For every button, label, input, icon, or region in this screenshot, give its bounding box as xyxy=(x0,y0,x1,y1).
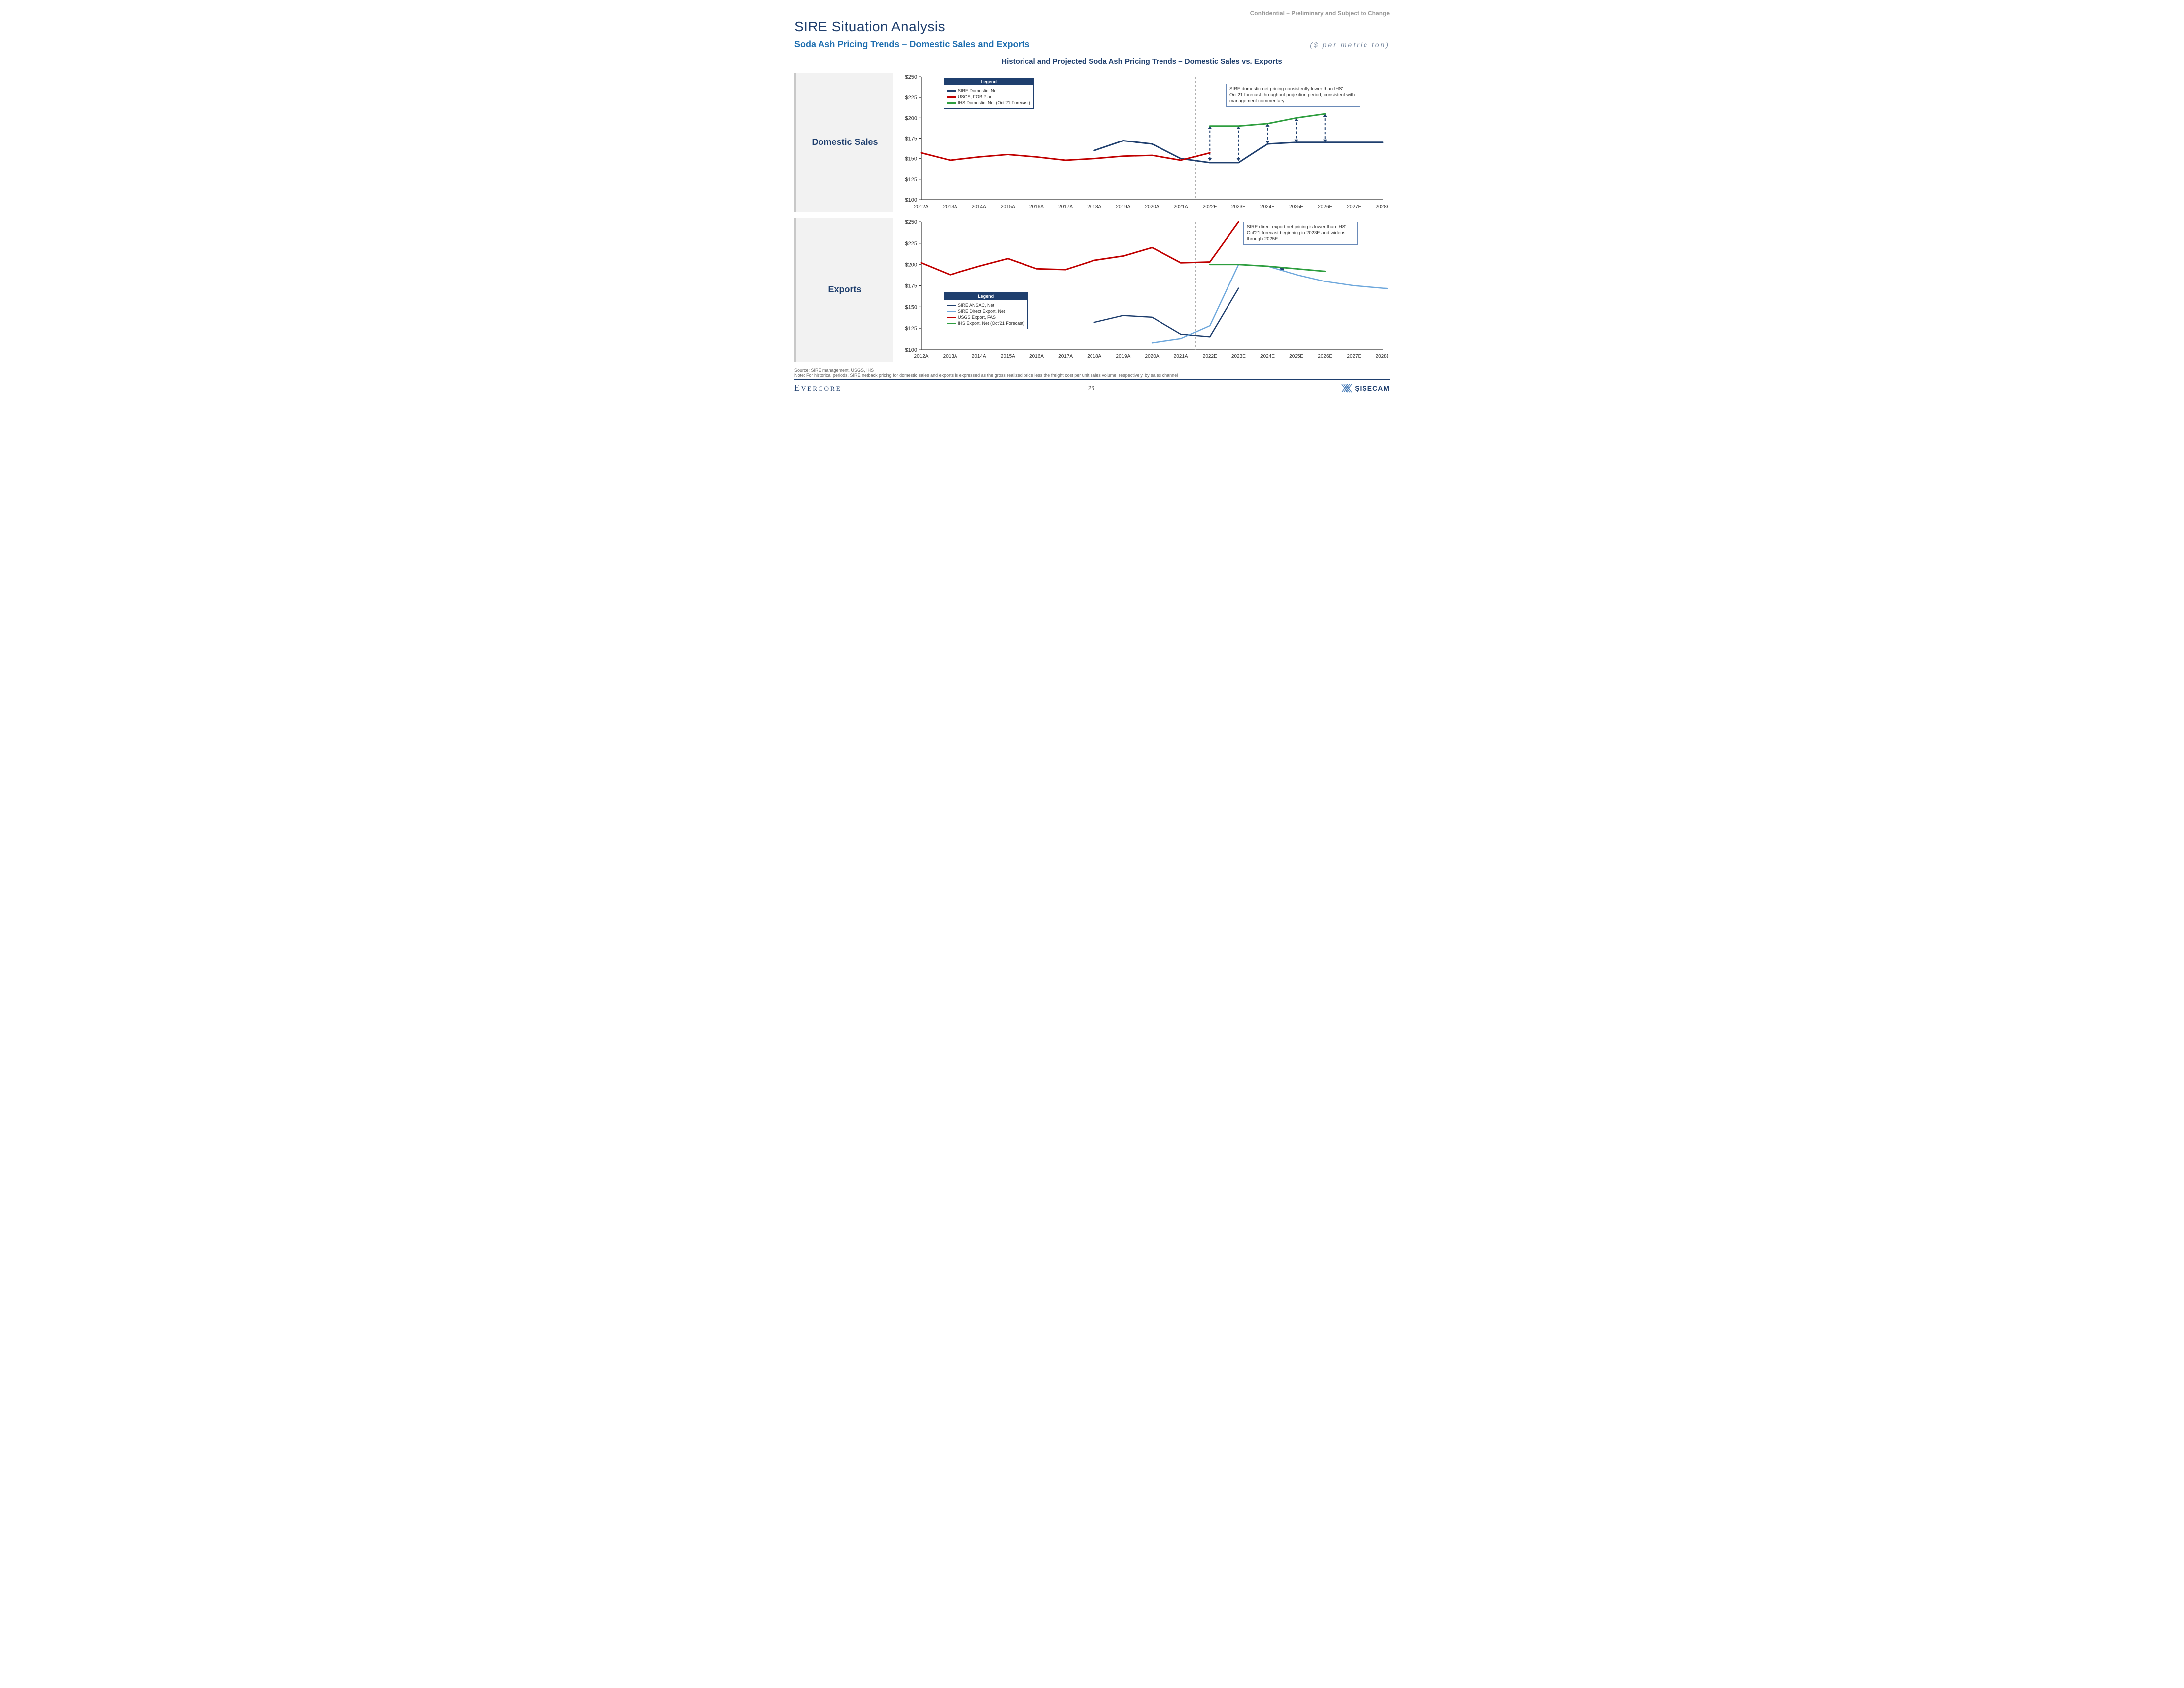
legend-swatch xyxy=(947,90,956,92)
sisecam-icon xyxy=(1341,383,1353,393)
legend-item: SIRE Domestic, Net xyxy=(947,88,1030,93)
svg-text:2023E: 2023E xyxy=(1231,354,1246,359)
svg-text:$225: $225 xyxy=(905,95,917,101)
svg-text:2020A: 2020A xyxy=(1145,204,1160,210)
footer-notes: Source: SIRE management, USGS, IHS Note:… xyxy=(794,368,1390,380)
legend-item: SIRE ANSAC, Net xyxy=(947,303,1024,308)
domestic-label: Domestic Sales xyxy=(812,137,878,148)
svg-text:$100: $100 xyxy=(905,197,917,203)
exports-callout: SIRE direct export net pricing is lower … xyxy=(1243,222,1358,245)
svg-text:2021A: 2021A xyxy=(1174,354,1188,359)
unit-label: ($ per metric ton) xyxy=(1310,41,1390,49)
svg-text:2014A: 2014A xyxy=(972,204,986,210)
svg-text:2028E: 2028E xyxy=(1376,204,1388,210)
legend-item: SIRE Direct Export, Net xyxy=(947,309,1024,314)
svg-text:2017A: 2017A xyxy=(1058,354,1073,359)
svg-text:$125: $125 xyxy=(905,326,917,332)
svg-text:2014A: 2014A xyxy=(972,354,986,359)
legend-label: IHS Domestic, Net (Oct'21 Forecast) xyxy=(958,100,1030,105)
sisecam-logo: ŞIŞECAM xyxy=(1341,383,1390,393)
exports-chart-area: $100 $125 $150 $175 $200 $225 $250 2012A 2013A 20… xyxy=(896,218,1390,362)
svg-text:2026E: 2026E xyxy=(1318,204,1332,210)
domestic-chart-row: Domestic Sales $100$125$150$175$200$225$… xyxy=(794,73,1390,212)
svg-text:2025E: 2025E xyxy=(1289,204,1303,210)
page-subtitle: Soda Ash Pricing Trends – Domestic Sales… xyxy=(794,39,1029,50)
svg-text:$225: $225 xyxy=(905,241,917,247)
source-line: Source: SIRE management, USGS, IHS xyxy=(794,368,1390,373)
svg-text:2019A: 2019A xyxy=(1116,204,1130,210)
legend-label: USGS, FOB Plant xyxy=(958,94,994,99)
legend-swatch xyxy=(947,96,956,98)
exports-chart-row: Exports $100 $125 $150 $175 $200 $225 $250 2012… xyxy=(794,218,1390,362)
legend-swatch xyxy=(947,317,956,318)
svg-text:$150: $150 xyxy=(905,156,917,162)
exports-legend: Legend SIRE ANSAC, NetSIRE Direct Export… xyxy=(944,292,1028,329)
domestic-label-panel: Domestic Sales xyxy=(794,73,893,212)
domestic-chart-area: $100 $125 $150 $175 $200 $225 $250 2012A 2013A 20… xyxy=(896,73,1390,212)
legend-label: SIRE Direct Export, Net xyxy=(958,309,1005,314)
svg-text:2027E: 2027E xyxy=(1347,204,1361,210)
page-title: SIRE Situation Analysis xyxy=(794,19,1390,36)
legend-swatch xyxy=(947,305,956,306)
svg-text:2026E: 2026E xyxy=(1318,354,1332,359)
legend-label: SIRE ANSAC, Net xyxy=(958,303,994,308)
legend-swatch xyxy=(947,311,956,312)
svg-text:$250: $250 xyxy=(905,219,917,225)
legend-label: IHS Export, Net (Oct'21 Forecast) xyxy=(958,321,1024,326)
svg-text:2015A: 2015A xyxy=(1001,354,1015,359)
svg-text:$175: $175 xyxy=(905,136,917,142)
domestic-legend-header: Legend xyxy=(944,78,1033,85)
chart-section-title: Historical and Projected Soda Ash Pricin… xyxy=(893,57,1390,68)
svg-text:$100: $100 xyxy=(905,347,917,353)
svg-text:2023E: 2023E xyxy=(1231,204,1246,210)
legend-swatch xyxy=(947,102,956,104)
evercore-logo: Evercore xyxy=(794,383,842,393)
svg-text:2012A: 2012A xyxy=(914,354,929,359)
svg-text:2015A: 2015A xyxy=(1001,204,1015,210)
legend-label: SIRE Domestic, Net xyxy=(958,88,998,93)
svg-text:2020A: 2020A xyxy=(1145,354,1160,359)
sisecam-text: ŞIŞECAM xyxy=(1355,384,1390,392)
domestic-legend: Legend SIRE Domestic, NetUSGS, FOB Plant… xyxy=(944,78,1034,109)
svg-text:$175: $175 xyxy=(905,283,917,289)
svg-text:2024E: 2024E xyxy=(1260,354,1275,359)
legend-item: IHS Domestic, Net (Oct'21 Forecast) xyxy=(947,100,1030,105)
exports-legend-header: Legend xyxy=(944,293,1027,300)
svg-text:2027E: 2027E xyxy=(1347,354,1361,359)
legend-label: USGS Export, FAS xyxy=(958,315,996,320)
svg-text:2025E: 2025E xyxy=(1289,354,1303,359)
svg-text:2019A: 2019A xyxy=(1116,354,1130,359)
confidential-label: Confidential – Preliminary and Subject t… xyxy=(794,10,1390,17)
svg-text:2017A: 2017A xyxy=(1058,204,1073,210)
svg-text:2013A: 2013A xyxy=(943,354,957,359)
legend-item: USGS Export, FAS xyxy=(947,315,1024,320)
svg-text:2018A: 2018A xyxy=(1087,354,1101,359)
legend-item: IHS Export, Net (Oct'21 Forecast) xyxy=(947,321,1024,326)
svg-text:2018A: 2018A xyxy=(1087,204,1101,210)
svg-text:$200: $200 xyxy=(905,262,917,268)
svg-text:2016A: 2016A xyxy=(1029,204,1044,210)
svg-text:$200: $200 xyxy=(905,115,917,121)
svg-text:2021A: 2021A xyxy=(1174,204,1188,210)
svg-text:2028E: 2028E xyxy=(1376,354,1388,359)
legend-swatch xyxy=(947,323,956,324)
note-line: Note: For historical periods, SIRE netba… xyxy=(794,373,1390,378)
domestic-callout: SIRE domestic net pricing consistently l… xyxy=(1226,84,1360,107)
legend-item: USGS, FOB Plant xyxy=(947,94,1030,99)
svg-text:2016A: 2016A xyxy=(1029,354,1044,359)
svg-text:$250: $250 xyxy=(905,74,917,80)
page-number: 26 xyxy=(1088,385,1094,392)
svg-text:2022E: 2022E xyxy=(1203,354,1217,359)
svg-text:$150: $150 xyxy=(905,304,917,310)
svg-text:2022E: 2022E xyxy=(1203,204,1217,210)
exports-label-panel: Exports xyxy=(794,218,893,362)
exports-label: Exports xyxy=(828,284,861,295)
svg-text:2012A: 2012A xyxy=(914,204,929,210)
svg-text:$125: $125 xyxy=(905,177,917,183)
svg-text:2024E: 2024E xyxy=(1260,204,1275,210)
svg-text:2013A: 2013A xyxy=(943,204,957,210)
